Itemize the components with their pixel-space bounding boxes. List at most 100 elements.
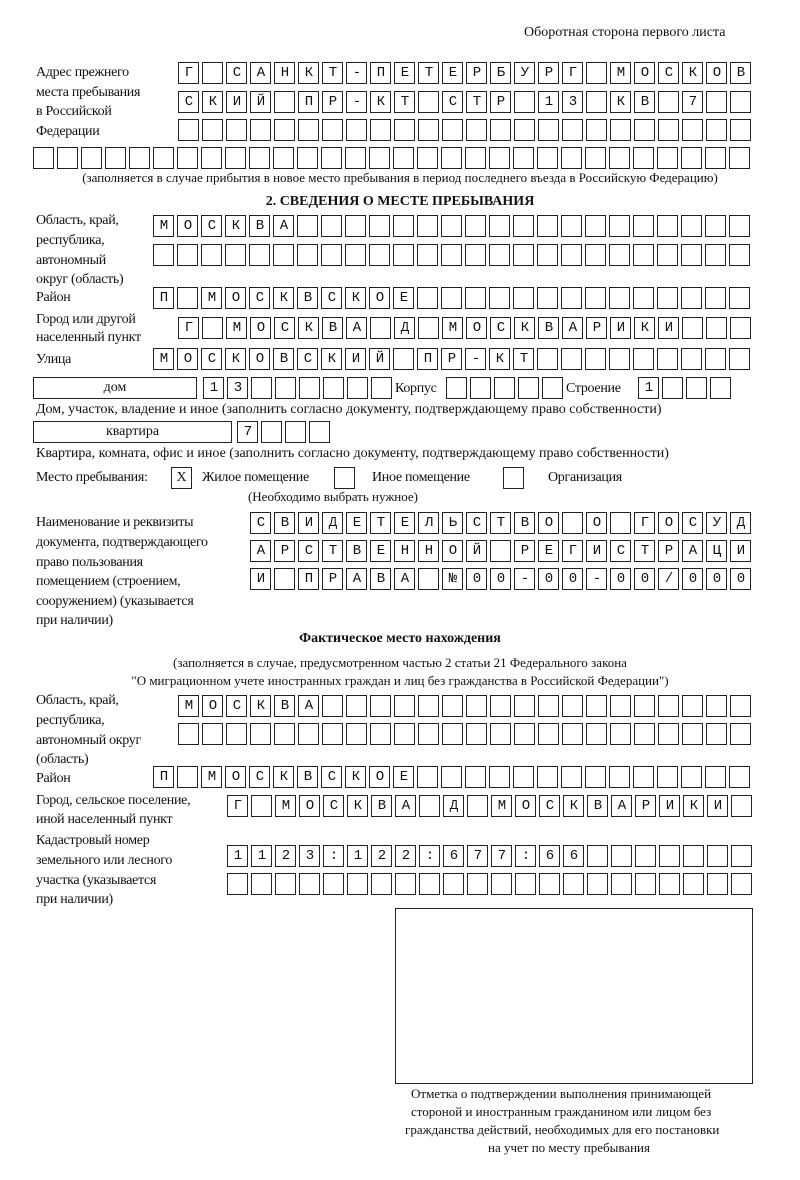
- char-cell[interactable]: [610, 568, 631, 590]
- char-cell[interactable]: [225, 147, 246, 169]
- char-cell[interactable]: [275, 795, 296, 817]
- char-cell[interactable]: [465, 287, 486, 309]
- char-cell[interactable]: [586, 119, 607, 141]
- char-cell[interactable]: [201, 244, 222, 266]
- char-cell[interactable]: [515, 795, 536, 817]
- char-cell[interactable]: [321, 348, 342, 370]
- char-cell[interactable]: [297, 766, 318, 788]
- char-cell[interactable]: [514, 540, 535, 562]
- char-cell[interactable]: [705, 244, 726, 266]
- char-cell[interactable]: [394, 317, 415, 339]
- char-cell[interactable]: [706, 91, 727, 113]
- char-cell[interactable]: [274, 317, 295, 339]
- char-cell[interactable]: [682, 723, 703, 745]
- char-cell[interactable]: [465, 348, 486, 370]
- char-cell[interactable]: [251, 377, 272, 399]
- char-cell[interactable]: [201, 147, 222, 169]
- char-cell[interactable]: [729, 244, 750, 266]
- char-cell[interactable]: [321, 147, 342, 169]
- char-cell[interactable]: [323, 377, 344, 399]
- char-cell[interactable]: [538, 568, 559, 590]
- char-cell[interactable]: [395, 873, 416, 895]
- char-cell[interactable]: [657, 287, 678, 309]
- char-cell[interactable]: [178, 62, 199, 84]
- char-cell[interactable]: [394, 62, 415, 84]
- char-cell[interactable]: [681, 215, 702, 237]
- char-cell[interactable]: [658, 119, 679, 141]
- char-cell[interactable]: [443, 873, 464, 895]
- char-cell[interactable]: [610, 723, 631, 745]
- char-cell[interactable]: [225, 244, 246, 266]
- char-cell[interactable]: [298, 119, 319, 141]
- char-cell[interactable]: [490, 568, 511, 590]
- char-cell[interactable]: [226, 317, 247, 339]
- char-cell[interactable]: [681, 287, 702, 309]
- char-cell[interactable]: [681, 348, 702, 370]
- char-cell[interactable]: [442, 317, 463, 339]
- char-cell[interactable]: [658, 91, 679, 113]
- char-cell[interactable]: [177, 287, 198, 309]
- char-cell[interactable]: [299, 795, 320, 817]
- char-cell[interactable]: [442, 91, 463, 113]
- char-cell[interactable]: [609, 147, 630, 169]
- char-cell[interactable]: [658, 62, 679, 84]
- char-cell[interactable]: [562, 512, 583, 534]
- char-cell[interactable]: [490, 119, 511, 141]
- char-cell[interactable]: [153, 348, 174, 370]
- char-cell[interactable]: [299, 377, 320, 399]
- char-cell[interactable]: [298, 317, 319, 339]
- char-cell[interactable]: [729, 766, 750, 788]
- char-cell[interactable]: [682, 91, 703, 113]
- char-cell[interactable]: [442, 119, 463, 141]
- char-cell[interactable]: [251, 795, 272, 817]
- char-cell[interactable]: [611, 795, 632, 817]
- char-cell[interactable]: [226, 62, 247, 84]
- char-cell[interactable]: [513, 147, 534, 169]
- house-type-field[interactable]: дом: [33, 377, 197, 399]
- char-cell[interactable]: [250, 91, 271, 113]
- char-cell[interactable]: [609, 287, 630, 309]
- char-cell[interactable]: [369, 287, 390, 309]
- char-cell[interactable]: [682, 540, 703, 562]
- char-cell[interactable]: [395, 845, 416, 867]
- char-cell[interactable]: [730, 540, 751, 562]
- char-cell[interactable]: [442, 512, 463, 534]
- char-cell[interactable]: [202, 62, 223, 84]
- char-cell[interactable]: [250, 540, 271, 562]
- char-cell[interactable]: [515, 845, 536, 867]
- char-cell[interactable]: [706, 62, 727, 84]
- char-cell[interactable]: [322, 568, 343, 590]
- char-cell[interactable]: [609, 766, 630, 788]
- char-cell[interactable]: [682, 568, 703, 590]
- char-cell[interactable]: [347, 873, 368, 895]
- char-cell[interactable]: [489, 215, 510, 237]
- char-cell[interactable]: [514, 317, 535, 339]
- char-cell[interactable]: [466, 91, 487, 113]
- char-cell[interactable]: [538, 540, 559, 562]
- char-cell[interactable]: [345, 147, 366, 169]
- char-cell[interactable]: [659, 795, 680, 817]
- char-cell[interactable]: [417, 766, 438, 788]
- char-cell[interactable]: [609, 348, 630, 370]
- char-cell[interactable]: [514, 695, 535, 717]
- char-cell[interactable]: [658, 568, 679, 590]
- char-cell[interactable]: [394, 119, 415, 141]
- char-cell[interactable]: [323, 873, 344, 895]
- char-cell[interactable]: [347, 795, 368, 817]
- char-cell[interactable]: [585, 244, 606, 266]
- char-cell[interactable]: [418, 695, 439, 717]
- char-cell[interactable]: [466, 695, 487, 717]
- char-cell[interactable]: [225, 348, 246, 370]
- char-cell[interactable]: [513, 287, 534, 309]
- char-cell[interactable]: [466, 723, 487, 745]
- char-cell[interactable]: [586, 512, 607, 534]
- char-cell[interactable]: [273, 244, 294, 266]
- char-cell[interactable]: [273, 348, 294, 370]
- char-cell[interactable]: [731, 795, 752, 817]
- stay-option-organization-checkbox[interactable]: [503, 467, 524, 489]
- char-cell[interactable]: [682, 317, 703, 339]
- char-cell[interactable]: [153, 244, 174, 266]
- char-cell[interactable]: [321, 766, 342, 788]
- char-cell[interactable]: [202, 317, 223, 339]
- char-cell[interactable]: [81, 147, 102, 169]
